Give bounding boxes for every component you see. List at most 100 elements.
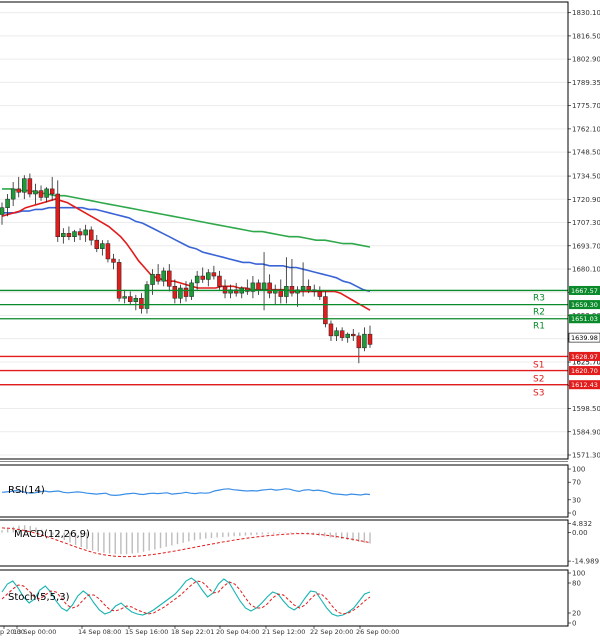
candle-body	[111, 258, 116, 263]
level-name-s3: S3	[533, 389, 544, 399]
candle-body	[172, 286, 178, 299]
candle-body	[105, 243, 111, 260]
candle-body	[245, 287, 250, 292]
panel-frame	[0, 519, 569, 567]
rsi-tick-label: 30	[572, 496, 581, 504]
stoch-tick-label: 100	[572, 570, 585, 578]
candle-body	[127, 296, 133, 302]
candle-body	[261, 282, 267, 290]
level-name-s1: S1	[533, 360, 544, 370]
price-tick-label: 1720.90	[572, 196, 600, 204]
stoch-title: Stoch(5,5,3)	[8, 592, 70, 603]
candle-body	[217, 275, 222, 287]
level-badge-label-s1: 1628.97	[571, 353, 598, 361]
candle-body	[317, 291, 323, 297]
candle-body	[233, 289, 239, 294]
candle-body	[27, 178, 33, 195]
rsi-tick-label: 0	[572, 510, 576, 518]
price-tick-label: 1816.50	[572, 32, 600, 40]
macd-tick-label: 4.832	[572, 520, 592, 528]
price-panel: R3 R2 R1 S1 S2 S3 1830.10 1816.50 1802.90 1789.3…	[0, 9, 600, 460]
ma-slow-polyline	[2, 188, 371, 248]
candle-body	[183, 287, 189, 297]
candle-body	[189, 282, 194, 297]
price-tick-label: 1775.70	[572, 102, 600, 110]
candle-body	[272, 289, 278, 294]
stoch-tick-label: 20	[572, 610, 581, 618]
candle-body	[116, 262, 122, 299]
level-badge-label-r3: 1667.57	[571, 287, 598, 295]
level-badge-r1	[569, 314, 600, 324]
candle-body	[10, 188, 16, 200]
candle-body	[61, 233, 66, 237]
candle-body	[194, 275, 200, 284]
candle-body	[289, 286, 295, 294]
candle-body	[33, 190, 38, 195]
candle-body	[49, 188, 55, 195]
candle-body	[306, 286, 311, 290]
stoch-d-line	[1, 580, 371, 615]
price-tick-label: 1584.90	[572, 428, 600, 436]
level-badge-r3	[569, 285, 600, 295]
macd-title: MACD(12,26,9)	[14, 529, 90, 540]
candle-body	[228, 289, 233, 294]
macd-tick-label: -14.989	[572, 558, 599, 566]
level-badge-label-s2: 1620.70	[571, 367, 598, 375]
candle-body	[323, 296, 328, 325]
current-price-badge: 1639.98	[568, 332, 600, 343]
level-badge-label-r2: 1659.30	[571, 301, 598, 309]
level-badge-s2	[569, 366, 600, 376]
ma-slow-line	[2, 188, 371, 248]
candle-body	[362, 333, 367, 349]
candle-body	[55, 193, 61, 237]
x-tick-label: 15 Sep 16:00	[125, 628, 168, 636]
level-badge-label-r1: 1651.03	[571, 315, 598, 323]
candle-body	[0, 207, 5, 215]
macd-tick-label: 0.00	[572, 529, 588, 537]
price-tick-label: 1830.10	[572, 9, 600, 17]
panel-frame	[0, 569, 569, 627]
price-tick-label: 1625.70	[572, 359, 600, 367]
x-tick-label: p 20:00	[0, 628, 25, 636]
candle-body	[206, 272, 211, 280]
pivot-levels: R3 R2 R1 S1 S2 S3	[0, 289, 568, 399]
x-tick-label: 20 Sep 04:00	[216, 628, 259, 636]
candle-body	[250, 282, 256, 292]
level-badge-s3	[569, 380, 600, 390]
candle-body	[16, 188, 21, 193]
candle-body	[356, 335, 362, 349]
price-tick-label: 1802.90	[572, 56, 600, 64]
candle-body	[211, 272, 217, 277]
candle-body	[161, 270, 166, 282]
price-tick-label: 1598.50	[572, 405, 600, 413]
stoch-k-line	[1, 577, 371, 617]
candle-body	[300, 286, 306, 290]
price-tick-label: 1789.35	[572, 79, 600, 87]
stoch-tick-label: 0	[572, 620, 576, 628]
candle-body	[100, 243, 105, 249]
candle-body	[66, 233, 72, 237]
candle-body	[351, 333, 356, 337]
candle-body	[133, 298, 139, 302]
candle-body	[139, 298, 144, 309]
panel-frame	[0, 464, 569, 518]
current-price-label: 1639.98	[571, 334, 598, 342]
candle-body	[178, 287, 183, 299]
x-tick-label: 14 Sep 08:00	[78, 628, 121, 636]
macd-signal-line	[1, 527, 371, 558]
candle-body	[5, 198, 10, 208]
candle-body	[38, 190, 44, 198]
candle-body	[94, 239, 100, 249]
level-name-s2: S2	[533, 375, 544, 385]
candle-body	[222, 286, 228, 294]
candle-body	[267, 282, 272, 294]
level-badge-s1	[569, 351, 600, 361]
price-tick-label: 1748.50	[572, 149, 600, 157]
candle-body	[77, 231, 83, 236]
price-tick-label: 1571.30	[572, 452, 600, 460]
price-tick-label: 1707.30	[572, 219, 600, 227]
x-tick-label: 21 Sep 12:00	[262, 628, 305, 636]
ma-mid-polyline	[2, 206, 371, 293]
